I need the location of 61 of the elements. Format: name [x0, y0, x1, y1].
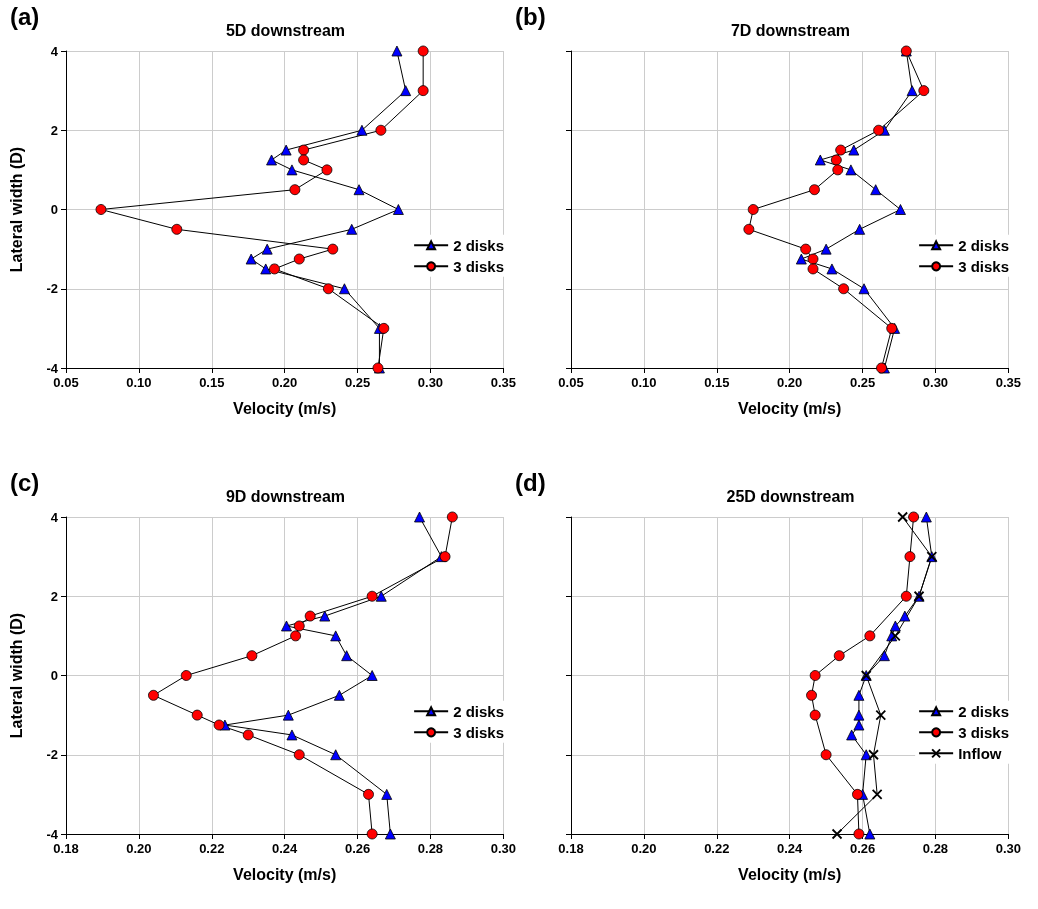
x-axis-title: Velocity (m/s)	[233, 399, 337, 417]
x-axis-title: Velocity (m/s)	[233, 865, 337, 883]
y-tick-label: 2	[50, 122, 58, 138]
y-tick-label: 2	[50, 588, 58, 604]
y-axis-title: Lateral width (D)	[7, 612, 25, 739]
text: (c)	[10, 468, 40, 496]
x-tick-label: 0.22	[704, 841, 730, 856]
y-tick-label: 4	[50, 43, 59, 59]
chart-title: 7D downstream	[730, 21, 851, 39]
x-tick-label: 0.18	[558, 841, 584, 856]
legend-label: 2 disks	[453, 702, 505, 720]
x-tick-label: 0.15	[704, 375, 730, 390]
legend-label: 2 disks	[958, 236, 1010, 254]
y-tick-label: -4	[46, 360, 59, 376]
x-tick-label: 0.30	[490, 841, 517, 856]
text: (b)	[515, 2, 546, 30]
y-tick-label: -2	[46, 281, 58, 297]
text: (d)	[515, 468, 546, 496]
y-axis-title: Lateral width (D)	[7, 146, 25, 273]
x-tick-label: 0.20	[126, 841, 152, 856]
x-tick-label: 0.25	[344, 375, 371, 390]
chart-title: 9D downstream	[225, 487, 346, 505]
x-tick-label: 0.26	[344, 841, 371, 856]
legend-label: 3 disks	[958, 723, 1010, 741]
x-tick-label: 0.28	[922, 841, 949, 856]
x-tick-label: 0.20	[631, 841, 657, 856]
x-tick-label: 0.20	[777, 375, 803, 390]
x-tick-label: 0.15	[199, 375, 225, 390]
y-tick-label: -4	[46, 826, 59, 842]
x-tick-label: 0.30	[922, 375, 949, 390]
x-tick-label: 0.26	[849, 841, 876, 856]
y-tick-label: -2	[46, 747, 58, 763]
x-tick-label: 0.05	[558, 375, 584, 390]
x-axis-title: Velocity (m/s)	[738, 399, 842, 417]
x-tick-label: 0.24	[777, 841, 804, 856]
x-tick-label: 0.10	[126, 375, 152, 390]
legend-label: 3 disks	[958, 257, 1010, 275]
x-tick-label: 0.35	[995, 375, 1022, 390]
x-tick-label: 0.25	[849, 375, 876, 390]
x-tick-label: 0.30	[417, 375, 444, 390]
legend-label: Inflow	[958, 744, 1002, 762]
y-tick-label: 0	[50, 202, 58, 217]
legend-label: 2 disks	[958, 702, 1010, 720]
x-tick-label: 0.35	[490, 375, 517, 390]
x-tick-label: 0.22	[199, 841, 225, 856]
x-tick-label: 0.24	[272, 841, 299, 856]
legend-label: 3 disks	[453, 723, 505, 741]
x-tick-label: 0.05	[53, 375, 79, 390]
y-tick-label: 0	[50, 668, 58, 683]
legend-label: 3 disks	[453, 257, 505, 275]
text: (a)	[10, 2, 40, 30]
y-tick-label: 4	[50, 509, 59, 525]
legend-label: 2 disks	[453, 236, 505, 254]
x-tick-label: 0.10	[631, 375, 657, 390]
x-tick-label: 0.28	[417, 841, 444, 856]
x-tick-label: 0.18	[53, 841, 79, 856]
chart-title: 5D downstream	[225, 21, 346, 39]
chart-title: 25D downstream	[726, 487, 855, 505]
x-tick-label: 0.20	[272, 375, 298, 390]
x-tick-label: 0.30	[995, 841, 1022, 856]
x-axis-title: Velocity (m/s)	[738, 865, 842, 883]
